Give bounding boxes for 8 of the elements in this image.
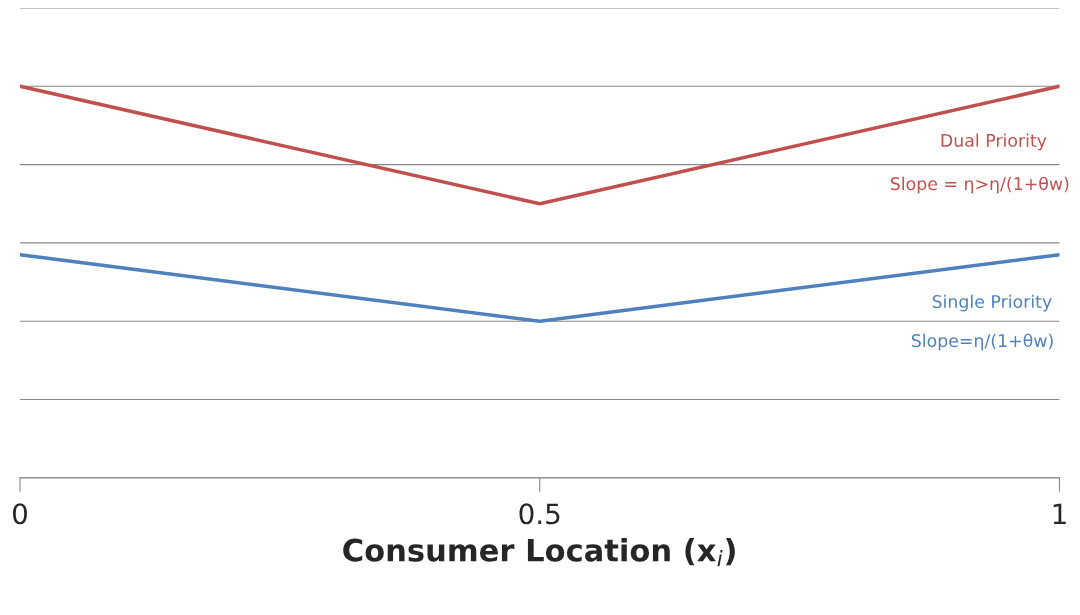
x-axis-title: Consumer Location (x$_{i}$): [343, 538, 735, 567]
x-tick-label: 1: [1053, 503, 1066, 524]
x-tick-label: 0.5: [519, 503, 560, 525]
annotation: Slope=η/(1+θw): [911, 333, 1053, 351]
series-label: Dual Priority: [941, 133, 1047, 151]
series-label: Single Priority: [932, 294, 1052, 312]
x-tick-label: 0: [12, 503, 27, 525]
annotation: Slope = η>η/(1+θw): [890, 176, 1069, 194]
